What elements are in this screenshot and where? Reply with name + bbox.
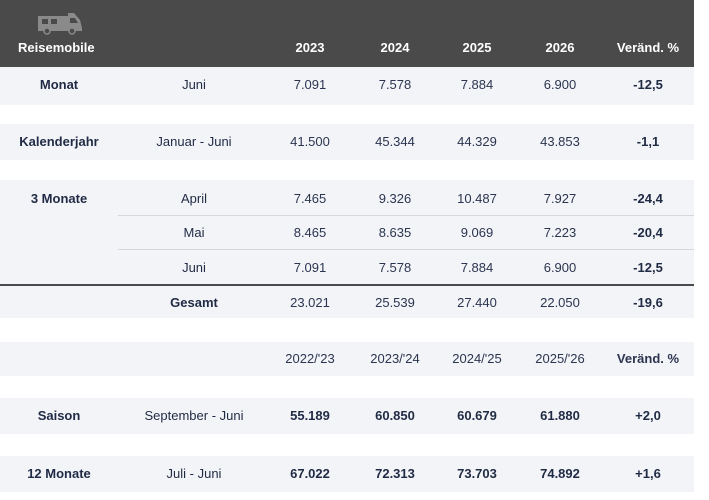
row-period: April	[180, 191, 207, 206]
row-label: Monat	[39, 77, 79, 92]
row-band	[0, 67, 694, 105]
value-cell: 43.853	[540, 134, 580, 149]
value-cell: 10.487	[457, 191, 497, 206]
value-cell: 74.892	[540, 466, 580, 481]
value-cell: 8.465	[293, 225, 327, 240]
value-cell: 67.022	[290, 466, 330, 481]
value-cell: 60.679	[457, 408, 497, 423]
column-header: 2023	[295, 40, 325, 55]
table-row: Juni 7.091 7.578 7.884 6.900 -12,5	[0, 251, 694, 285]
value-cell: 7.223	[543, 225, 577, 240]
table-row: 12 Monate Juli - Juni 67.022 72.313 73.7…	[0, 457, 694, 491]
value-cell: 60.850	[375, 408, 415, 423]
row-label: Kalenderjahr	[19, 134, 99, 149]
value-cell: 9.069	[460, 225, 494, 240]
change-cell: -20,4	[633, 225, 663, 240]
value-cell: 6.900	[543, 260, 577, 275]
row-divider	[118, 215, 694, 216]
value-cell: 7.927	[543, 191, 577, 206]
value-cell: 7.578	[378, 260, 412, 275]
table-header: Reisemobile 2023 2024 2025 2026 Veränd. …	[0, 0, 694, 67]
change-cell: +1,6	[635, 466, 661, 481]
row-label: 12 Monate	[27, 466, 91, 481]
season-header-row: 2022/'23 2023/'24 2024/'25 2025/'26 Verä…	[0, 342, 694, 376]
table-row: Mai 8.465 8.635 9.069 7.223 -20,4	[0, 216, 694, 250]
value-cell: 44.329	[457, 134, 497, 149]
change-cell: -12,5	[633, 260, 663, 275]
value-cell: 7.884	[460, 260, 494, 275]
value-cell: 7.578	[378, 77, 412, 92]
row-label: 3 Monate	[30, 191, 88, 206]
row-period: Juni	[182, 77, 206, 92]
value-cell: 22.050	[540, 295, 580, 310]
total-row: Gesamt 23.021 25.539 27.440 22.050 -19,6	[0, 286, 694, 320]
column-header: 2025/'26	[535, 351, 585, 366]
value-cell: 7.884	[460, 77, 494, 92]
row-period: Mai	[183, 225, 205, 240]
camper-van-icon	[38, 13, 82, 35]
value-cell: 27.440	[457, 295, 497, 310]
table-row: 3 Monate April 7.465 9.326 10.487 7.927 …	[0, 182, 694, 216]
value-cell: 72.313	[375, 466, 415, 481]
row-label: Saison	[37, 408, 81, 423]
row-divider	[118, 249, 694, 250]
value-cell: 41.500	[290, 134, 330, 149]
row-period: Januar - Juni	[156, 134, 232, 149]
table-row: Kalenderjahr Januar - Juni 41.500 45.344…	[0, 125, 694, 159]
change-cell: +2,0	[635, 408, 661, 423]
value-cell: 7.465	[293, 191, 327, 206]
value-cell: 45.344	[375, 134, 415, 149]
value-cell: 55.189	[290, 408, 330, 423]
row-band	[0, 124, 694, 160]
change-cell: -1,1	[636, 134, 660, 149]
column-header-change: Veränd. %	[616, 351, 680, 366]
value-cell: 8.635	[378, 225, 412, 240]
column-header: 2024	[380, 40, 410, 55]
change-cell: -19,6	[633, 295, 663, 310]
row-period: Juli - Juni	[166, 466, 222, 481]
value-cell: 7.091	[293, 260, 327, 275]
value-cell: 23.021	[290, 295, 330, 310]
row-band	[0, 398, 694, 434]
value-cell: 73.703	[457, 466, 497, 481]
column-header: 2026	[545, 40, 575, 55]
change-cell: -12,5	[633, 77, 663, 92]
column-header: 2023/'24	[370, 351, 420, 366]
row-period: Juni	[182, 260, 206, 275]
column-header: 2022/'23	[285, 351, 335, 366]
row-band	[0, 342, 694, 376]
table-row: Saison September - Juni 55.189 60.850 60…	[0, 399, 694, 433]
column-header-change: Veränd. %	[616, 40, 680, 55]
row-period: Gesamt	[170, 295, 218, 310]
table-title: Reisemobile	[18, 40, 95, 55]
row-band	[0, 456, 694, 492]
total-divider	[0, 284, 694, 286]
value-cell: 9.326	[378, 191, 412, 206]
row-period: September - Juni	[144, 408, 244, 423]
value-cell: 61.880	[540, 408, 580, 423]
value-cell: 25.539	[375, 295, 415, 310]
column-header: 2025	[462, 40, 492, 55]
change-cell: -24,4	[633, 191, 663, 206]
table-row: Monat Juni 7.091 7.578 7.884 6.900 -12,5	[0, 68, 694, 102]
value-cell: 7.091	[293, 77, 327, 92]
column-header: 2024/'25	[452, 351, 502, 366]
value-cell: 6.900	[543, 77, 577, 92]
